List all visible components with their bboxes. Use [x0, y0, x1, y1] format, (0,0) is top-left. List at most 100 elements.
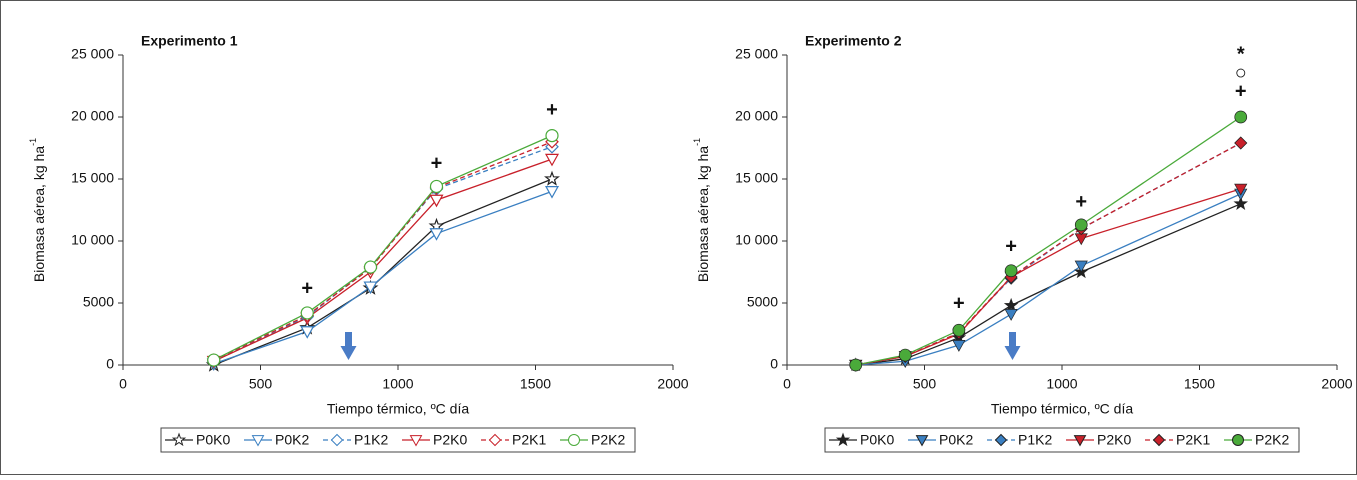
series-line	[855, 142, 1242, 366]
legend-label: P2K2	[1255, 432, 1289, 448]
point-marker	[1234, 136, 1248, 150]
legend-label: P2K2	[591, 432, 625, 448]
x-tick-label: 0	[783, 376, 791, 392]
y-tick-label: 10 000	[71, 232, 114, 248]
point-marker	[429, 194, 444, 208]
point-marker	[1074, 260, 1088, 273]
series-line	[855, 116, 1242, 366]
point-marker	[898, 348, 912, 362]
point-marker	[207, 353, 221, 367]
x-axis-label: Tiempo térmico, ºC día	[991, 401, 1134, 417]
legend-marker	[915, 435, 929, 447]
y-axis-label-sup: -1	[692, 138, 702, 146]
annotation: +	[1005, 235, 1017, 257]
legend-marker	[1152, 433, 1166, 447]
series-line	[213, 141, 553, 361]
y-tick-label: 0	[106, 356, 114, 372]
x-tick-label: 2000	[657, 376, 688, 392]
point-marker	[1003, 297, 1019, 312]
annotation: +	[301, 278, 313, 300]
legend-marker	[330, 433, 344, 447]
arrow	[340, 332, 357, 360]
y-tick-label: 25 000	[71, 46, 114, 62]
point-marker	[849, 358, 863, 372]
legend-marker	[251, 435, 265, 447]
series-line	[855, 203, 1242, 366]
point-marker	[1234, 110, 1248, 124]
point-marker	[1234, 183, 1248, 196]
y-axis-label-sup: -1	[28, 138, 38, 146]
point-marker	[1074, 218, 1088, 232]
annotation: +	[1235, 80, 1247, 102]
point-marker	[544, 170, 560, 186]
annotation: +	[546, 99, 558, 121]
y-tick-label: 15 000	[735, 170, 778, 186]
x-tick-label: 500	[249, 376, 273, 392]
x-axis-label: Tiempo térmico, ºC día	[327, 401, 470, 417]
legend-label: P2K1	[1176, 432, 1210, 448]
legend-label: P2K0	[433, 432, 467, 448]
legend-marker	[1073, 435, 1087, 447]
point-marker	[1004, 309, 1018, 321]
legend-label: P2K0	[1097, 432, 1131, 448]
y-tick-label: 5000	[747, 294, 778, 310]
legend-label: P2K1	[512, 432, 546, 448]
legend-marker	[409, 435, 423, 447]
point-marker	[544, 153, 560, 167]
legend-label: P1K2	[1018, 432, 1052, 448]
point-marker	[363, 281, 378, 295]
annotation: +	[1075, 191, 1087, 213]
y-axis-label: Biomasa aérea, kg ha-1	[28, 138, 46, 282]
point-marker	[300, 306, 314, 320]
chart-title: Experimento 2	[805, 33, 902, 49]
legend-box	[824, 427, 1300, 453]
point-marker	[429, 179, 444, 194]
annotation: +	[431, 152, 443, 174]
legend-marker	[488, 433, 502, 447]
annotation: +	[953, 293, 965, 315]
legend-label: P0K2	[939, 432, 973, 448]
legend-marker	[171, 432, 187, 447]
x-tick-label: 0	[119, 376, 127, 392]
legend-marker	[567, 434, 581, 446]
y-tick-label: 10 000	[735, 232, 778, 248]
point-marker	[1233, 196, 1249, 210]
point-marker	[1004, 264, 1018, 278]
series-line	[855, 193, 1242, 366]
annotation: *	[1237, 43, 1245, 65]
point-marker	[545, 129, 559, 143]
arrow	[1004, 332, 1021, 360]
x-tick-label: 1500	[1184, 376, 1215, 392]
x-tick-label: 1000	[382, 376, 413, 392]
annotation: ○	[1235, 62, 1247, 84]
x-tick-label: 1500	[520, 376, 551, 392]
point-marker	[429, 228, 444, 241]
legend-marker	[1231, 434, 1245, 446]
legend-marker	[835, 432, 851, 447]
y-tick-label: 5000	[83, 294, 114, 310]
legend-box	[160, 427, 636, 453]
y-tick-label: 15 000	[71, 170, 114, 186]
point-marker	[300, 326, 315, 339]
y-axis-label-text: Biomasa aérea, kg ha	[695, 146, 711, 282]
point-marker	[952, 323, 966, 337]
legend-label: P0K0	[196, 432, 230, 448]
chart-title: Experimento 1	[141, 33, 238, 49]
y-tick-label: 0	[770, 356, 778, 372]
x-tick-label: 500	[913, 376, 937, 392]
legend-label: P0K0	[860, 432, 894, 448]
y-tick-label: 25 000	[735, 46, 778, 62]
point-marker	[363, 260, 378, 274]
x-tick-label: 2000	[1321, 376, 1352, 392]
y-axis-label-text: Biomasa aérea, kg ha	[31, 146, 47, 282]
legend-label: P1K2	[354, 432, 388, 448]
legend-label: P0K2	[275, 432, 309, 448]
legend-marker	[994, 433, 1008, 447]
y-axis-label: Biomasa aérea, kg ha-1	[692, 138, 710, 282]
y-tick-label: 20 000	[735, 108, 778, 124]
